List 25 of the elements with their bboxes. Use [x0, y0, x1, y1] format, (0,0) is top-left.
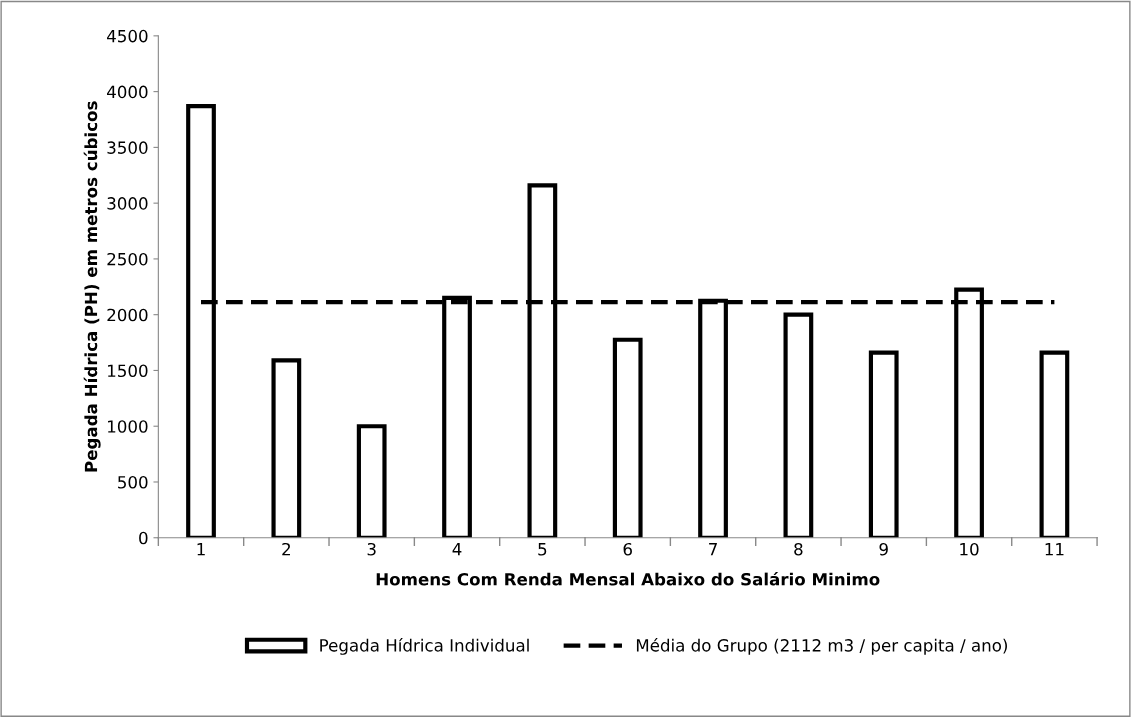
y-tick-label: 1000 [108, 420, 148, 433]
y-tick-label: 4500 [107, 29, 148, 43]
y-tick-label: 4000 [107, 85, 148, 99]
y-tick-label: 2500 [107, 252, 148, 266]
legend-label: Média do Grupo (2112 m3 / per capita / ano) [636, 638, 1007, 655]
x-tick-label: 2 [282, 542, 290, 556]
x-tick-label: 4 [452, 543, 462, 556]
x-tick-label: 5 [538, 543, 547, 556]
x-tick-label: 8 [794, 542, 803, 556]
y-tick-label: 3000 [107, 197, 148, 210]
x-tick-label: 9 [879, 542, 888, 556]
legend-label: Pegada Hídrica Individual [320, 638, 529, 655]
x-tick-label: 1 [197, 543, 205, 556]
x-tick-label: 11 [1045, 543, 1064, 556]
y-tick-label: 500 [118, 475, 148, 489]
y-axis-title: Pegada Hídrica (PH) em metros cúbicos [83, 101, 101, 472]
x-tick-label: 3 [367, 542, 376, 556]
y-tick-label: 2000 [107, 308, 148, 322]
y-tick-label: 1500 [108, 364, 148, 378]
y-tick-label: 3500 [107, 141, 148, 154]
y-tick-label: 0 [139, 531, 148, 545]
x-tick-label: 6 [623, 542, 632, 556]
x-axis-title: Homens Com Renda Mensal Abaixo do Salário Minimo [376, 571, 880, 586]
x-tick-label: 7 [709, 543, 717, 556]
x-tick-label: 10 [960, 542, 979, 556]
